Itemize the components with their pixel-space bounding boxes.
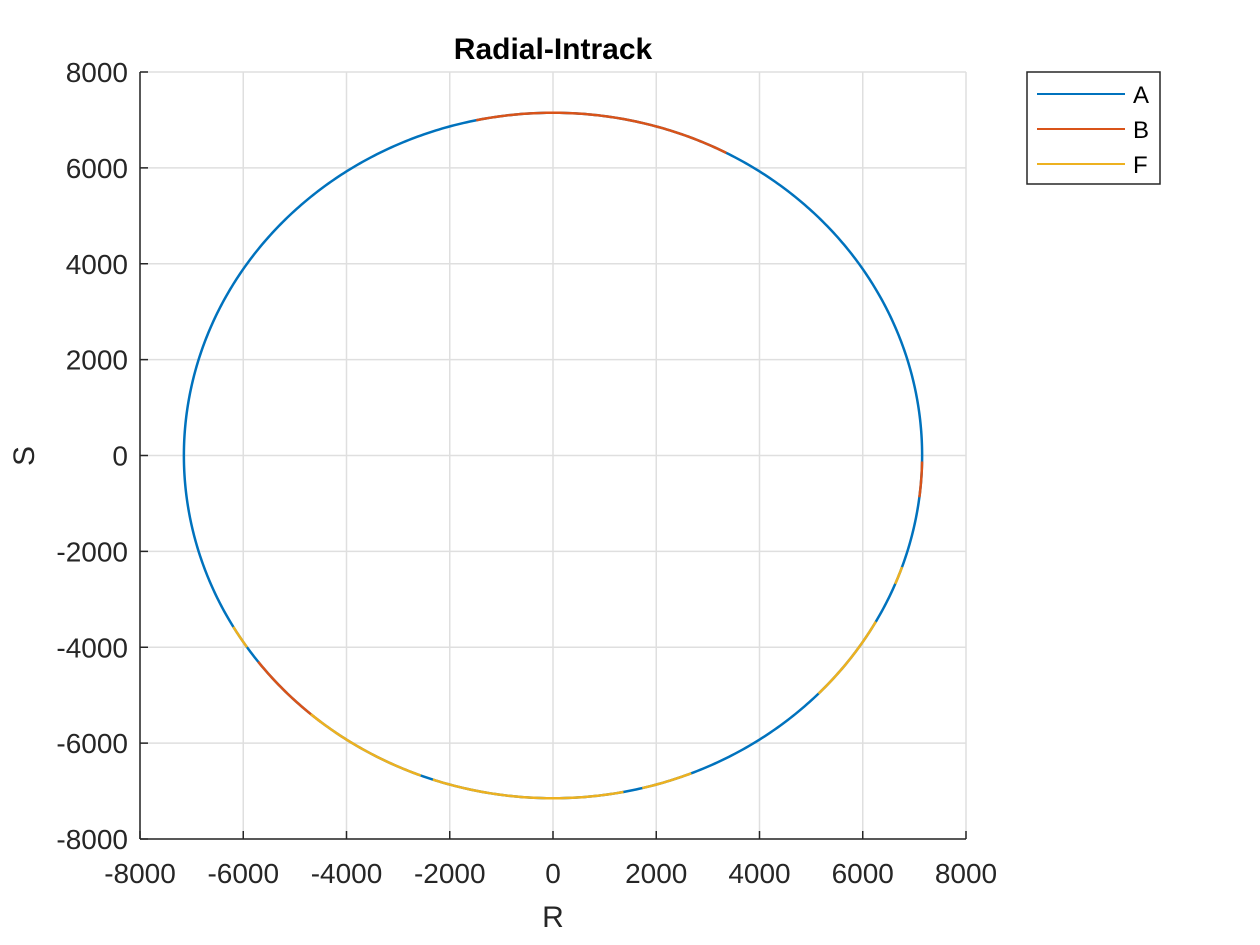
legend-label-A: A bbox=[1133, 82, 1149, 109]
y-tick-label: 2000 bbox=[66, 345, 128, 376]
x-tick-label: -4000 bbox=[311, 858, 383, 889]
series-F-line bbox=[432, 778, 624, 800]
y-tick-label: -4000 bbox=[56, 632, 128, 663]
y-axis-label: S bbox=[8, 446, 41, 466]
y-tick-label: 0 bbox=[112, 441, 128, 472]
plot-area bbox=[182, 111, 924, 800]
chart-title: Radial-Intrack bbox=[454, 33, 653, 66]
tick-labels: -8000 -6000 -4000 -2000 0 2000 4000 6000 8000 -80… bbox=[56, 57, 997, 889]
x-tick-label: 2000 bbox=[625, 858, 687, 889]
x-axis-label: R bbox=[542, 901, 564, 934]
axes bbox=[139, 71, 967, 840]
legend: ABF bbox=[1026, 71, 1161, 185]
x-tick-label: -6000 bbox=[207, 858, 279, 889]
y-tick-label: 4000 bbox=[66, 249, 128, 280]
series-F-line bbox=[310, 713, 422, 777]
x-tick-label: -8000 bbox=[104, 858, 176, 889]
series-B-line bbox=[918, 461, 924, 498]
legend-label-B: B bbox=[1133, 117, 1149, 144]
series-F bbox=[232, 566, 904, 800]
series-A-line bbox=[182, 111, 924, 800]
y-tick-label: 8000 bbox=[66, 57, 128, 88]
series-B-line bbox=[257, 660, 322, 723]
series-B bbox=[257, 111, 924, 723]
series-B-line bbox=[476, 111, 727, 154]
x-tick-label: 6000 bbox=[832, 858, 894, 889]
x-tick-label: 0 bbox=[545, 858, 561, 889]
y-tick-label: -6000 bbox=[56, 728, 128, 759]
x-tick-label: 4000 bbox=[728, 858, 790, 889]
legend-label-F: F bbox=[1133, 152, 1148, 179]
series-A bbox=[182, 111, 924, 800]
y-tick-label: -8000 bbox=[56, 824, 128, 855]
x-tick-label: -2000 bbox=[414, 858, 486, 889]
series-F-line bbox=[894, 566, 904, 585]
x-tick-label: 8000 bbox=[935, 858, 997, 889]
y-tick-label: -2000 bbox=[56, 536, 128, 567]
y-tick-label: 6000 bbox=[66, 153, 128, 184]
series-F-line bbox=[232, 626, 249, 648]
series-F-line bbox=[642, 772, 692, 790]
series-F-line bbox=[817, 621, 877, 695]
